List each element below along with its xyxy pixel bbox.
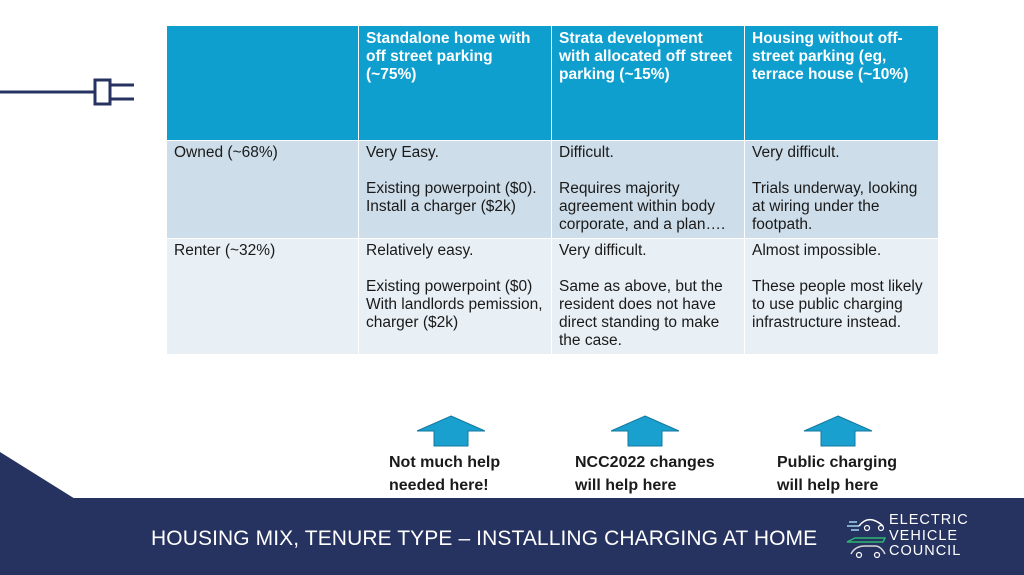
header-cell-standalone: Standalone home with off street parking … [358, 25, 552, 141]
corner-decoration [0, 452, 80, 502]
cell-detail: Existing powerpoint ($0). Install a char… [366, 180, 537, 215]
up-arrow-icon [803, 415, 873, 447]
logo-line: COUNCIL [889, 543, 962, 559]
table-cell: Almost impossible. These people most lik… [744, 238, 939, 355]
note-line: needed here! [389, 477, 489, 494]
table-row-renter: Renter (~32%) Relatively easy. Existing … [166, 238, 939, 355]
ev-car-logo-icon [846, 518, 887, 559]
cell-detail: Requires majority agreement within body … [559, 180, 726, 233]
cell-detail: Same as above, but the resident does not… [559, 278, 723, 349]
table-cell: Very difficult. Same as above, but the r… [551, 238, 745, 355]
note-line: Public charging [777, 454, 898, 471]
cell-rating: Very difficult. [752, 144, 840, 161]
cell-rating: Difficult. [559, 144, 614, 161]
cell-rating: Very Easy. [366, 144, 439, 161]
note-strata: NCC2022 changes will help here [575, 451, 715, 497]
slide-title: HOUSING MIX, TENURE TYPE – INSTALLING CH… [151, 527, 818, 550]
note-line: will help here [575, 477, 677, 494]
cell-detail: These people most likely to use public c… [752, 278, 923, 331]
logo-line: ELECTRIC [889, 512, 969, 528]
plug-icon [0, 78, 134, 106]
header-cell-empty [166, 25, 359, 141]
header-cell-no-parking: Housing without off-street parking (eg, … [744, 25, 939, 141]
table-row-owned: Owned (~68%) Very Easy. Existing powerpo… [166, 140, 939, 239]
table-cell: Relatively easy. Existing powerpoint ($0… [358, 238, 552, 355]
note-line: NCC2022 changes [575, 454, 715, 471]
housing-table: Standalone home with off street parking … [166, 25, 939, 355]
header-cell-strata: Strata development with allocated off st… [551, 25, 745, 141]
up-arrow-icon [610, 415, 680, 447]
cell-detail: Existing powerpoint ($0) With landlords … [366, 278, 543, 331]
table-header-row: Standalone home with off street parking … [166, 25, 939, 141]
table-cell: Very difficult. Trials underway, looking… [744, 140, 939, 239]
note-line: Not much help [389, 454, 501, 471]
note-line: will help here [777, 477, 879, 494]
row-label: Renter (~32%) [166, 238, 359, 355]
row-label: Owned (~68%) [166, 140, 359, 239]
up-arrow-icon [416, 415, 486, 447]
logo-wordmark: ELECTRIC VEHICLE COUNCIL [889, 512, 969, 560]
cell-rating: Relatively easy. [366, 242, 474, 259]
cell-rating: Almost impossible. [752, 242, 882, 259]
table-cell: Very Easy. Existing powerpoint ($0). Ins… [358, 140, 552, 239]
cell-detail: Trials underway, looking at wiring under… [752, 180, 918, 233]
footer-bar [0, 498, 1024, 575]
table-cell: Difficult. Requires majority agreement w… [551, 140, 745, 239]
logo-line: VEHICLE [889, 527, 959, 544]
cell-rating: Very difficult. [559, 242, 647, 259]
note-standalone: Not much help needed here! [389, 451, 500, 497]
note-no-parking: Public charging will help here [777, 451, 897, 497]
